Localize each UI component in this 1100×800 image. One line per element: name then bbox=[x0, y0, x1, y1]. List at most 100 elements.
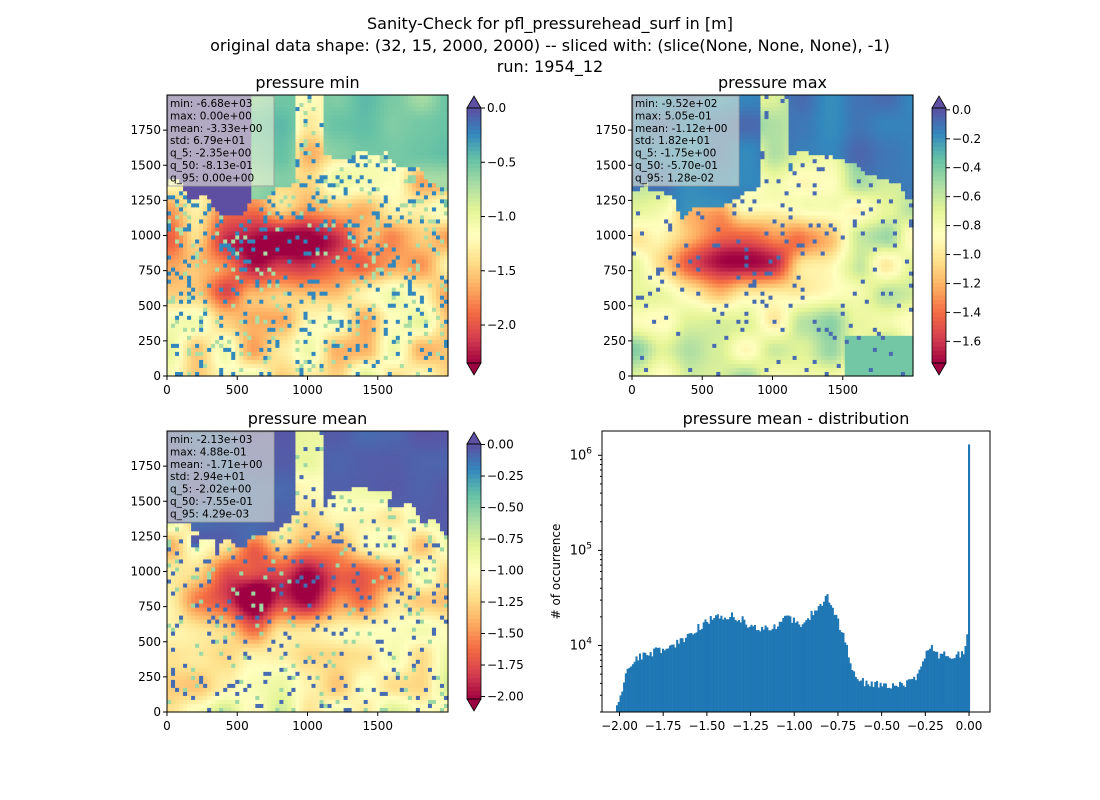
heatmap-cell bbox=[423, 99, 429, 104]
heatmap-cell bbox=[275, 231, 280, 237]
heatmap-cell bbox=[363, 183, 369, 188]
heatmap-cell bbox=[235, 207, 240, 213]
heatmap-cell bbox=[239, 211, 244, 217]
heatmap-cell bbox=[287, 171, 293, 176]
heatmap-cell bbox=[431, 151, 437, 156]
heatmap-cell bbox=[423, 263, 429, 269]
heatmap-cell bbox=[215, 275, 220, 281]
heatmap-cell bbox=[327, 211, 333, 217]
heatmap-cell bbox=[183, 263, 188, 269]
heatmap-cell bbox=[331, 307, 337, 313]
heatmap-cell bbox=[239, 247, 244, 253]
heatmap-cell bbox=[431, 163, 437, 168]
heatmap-cell bbox=[431, 211, 437, 217]
heatmap-cell bbox=[351, 135, 357, 140]
heatmap-cell bbox=[427, 327, 433, 333]
heatmap-cell bbox=[419, 107, 425, 112]
heatmap-cell bbox=[359, 175, 365, 180]
heatmap-cell bbox=[299, 327, 305, 333]
heatmap-cell bbox=[207, 187, 212, 192]
heatmap-cell bbox=[427, 107, 433, 112]
heatmap-cell bbox=[347, 107, 353, 112]
heatmap-cell bbox=[367, 187, 373, 192]
heatmap-cell bbox=[403, 171, 409, 176]
heatmap-cell bbox=[347, 275, 353, 281]
heatmap-cell bbox=[395, 147, 401, 152]
heatmap-cell bbox=[359, 191, 365, 196]
heatmap-cell bbox=[311, 115, 317, 120]
heatmap-cell bbox=[395, 259, 401, 265]
heatmap-cell bbox=[351, 107, 357, 112]
heatmap-cell bbox=[311, 315, 317, 321]
heatmap-cell bbox=[379, 103, 385, 108]
colorbar-segment bbox=[467, 120, 481, 126]
heatmap-cell bbox=[391, 299, 397, 305]
heatmap-cell bbox=[331, 319, 337, 325]
heatmap-cell bbox=[391, 139, 397, 144]
heatmap-cell bbox=[351, 363, 357, 369]
heatmap-cell bbox=[347, 231, 353, 237]
heatmap-cell bbox=[351, 143, 357, 148]
heatmap-cell bbox=[391, 339, 397, 345]
heatmap-cell bbox=[287, 355, 293, 361]
heatmap-cell bbox=[419, 239, 425, 245]
heatmap-cell bbox=[243, 227, 248, 233]
heatmap-cell bbox=[375, 223, 381, 229]
heatmap-cell bbox=[171, 231, 176, 237]
heatmap-cell bbox=[271, 351, 276, 357]
heatmap-cell bbox=[363, 147, 369, 152]
heatmap-cell bbox=[439, 243, 445, 249]
heatmap-cell bbox=[275, 123, 280, 128]
heatmap-cell bbox=[239, 323, 244, 329]
heatmap-cell bbox=[303, 211, 309, 217]
heatmap-cell bbox=[247, 191, 252, 196]
heatmap-cell bbox=[315, 311, 321, 317]
heatmap-cell bbox=[411, 359, 417, 365]
heatmap-cell bbox=[179, 283, 184, 289]
heatmap-cell bbox=[347, 359, 353, 365]
heatmap-cell bbox=[391, 99, 397, 104]
heatmap-cell bbox=[323, 243, 329, 249]
heatmap-cell bbox=[211, 335, 216, 341]
heatmap-cell bbox=[307, 347, 313, 353]
heatmap-cell bbox=[399, 155, 405, 160]
heatmap-cell bbox=[199, 271, 204, 277]
heatmap-cell bbox=[299, 263, 305, 269]
heatmap-cell bbox=[227, 263, 232, 269]
heatmap-cell bbox=[251, 367, 256, 373]
heatmap-cell bbox=[379, 331, 385, 337]
heatmap-cell bbox=[291, 207, 297, 213]
heatmap-cell bbox=[359, 323, 365, 329]
heatmap-cell bbox=[363, 111, 369, 116]
heatmap-cell bbox=[175, 295, 180, 301]
heatmap-cell bbox=[399, 347, 405, 353]
heatmap-cell bbox=[191, 275, 196, 281]
heatmap-cell bbox=[343, 271, 349, 277]
heatmap-cell bbox=[259, 291, 264, 297]
heatmap-cell bbox=[183, 207, 188, 213]
colorbar-segment bbox=[467, 180, 481, 186]
heatmap-cell bbox=[427, 167, 433, 172]
heatmap-cell bbox=[343, 147, 349, 152]
heatmap-cell bbox=[283, 135, 289, 140]
heatmap-cell bbox=[307, 179, 313, 184]
heatmap-cell bbox=[307, 191, 313, 196]
heatmap-cell bbox=[331, 339, 337, 345]
heatmap-cell bbox=[303, 303, 309, 309]
heatmap-cell bbox=[215, 199, 220, 204]
heatmap-cell bbox=[383, 107, 389, 112]
heatmap-cell bbox=[247, 255, 252, 261]
heatmap-cell bbox=[275, 287, 280, 293]
heatmap-cell bbox=[259, 307, 264, 313]
heatmap-cell bbox=[323, 195, 329, 200]
heatmap-cell bbox=[211, 207, 216, 213]
heatmap-cell bbox=[287, 299, 293, 305]
heatmap-cell bbox=[395, 279, 401, 285]
heatmap-cell bbox=[207, 227, 212, 233]
heatmap-cell bbox=[311, 235, 317, 241]
heatmap-cell bbox=[279, 179, 285, 184]
heatmap-cell bbox=[259, 355, 264, 361]
heatmap-cell bbox=[395, 343, 401, 349]
heatmap-cell bbox=[435, 171, 441, 176]
heatmap-cell bbox=[343, 263, 349, 269]
